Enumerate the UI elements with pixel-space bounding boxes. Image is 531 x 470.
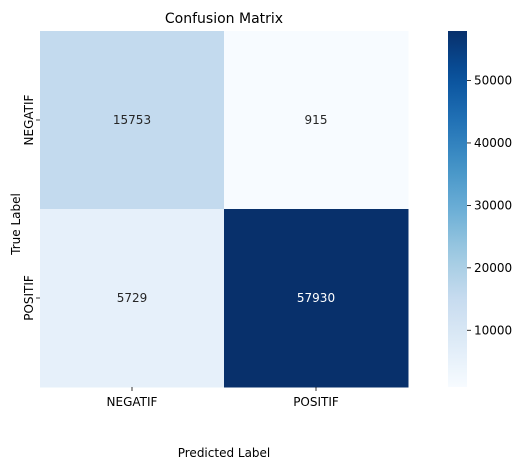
x-axis-ticks: NEGATIF POSITIF	[107, 387, 339, 409]
colorbar-tick-label: 40000	[474, 136, 512, 150]
heatmap-cell	[40, 209, 225, 388]
chart-title: Confusion Matrix	[165, 11, 283, 27]
colorbar-tick-label: 50000	[474, 74, 512, 88]
colorbar-tick-label: 10000	[474, 323, 512, 337]
x-tick-label: POSITIF	[293, 395, 339, 409]
cell-value-label: 15753	[113, 113, 151, 127]
heatmap-cell	[224, 209, 409, 388]
colorbar-ticks: 10000 20000 30000 40000 50000	[467, 74, 512, 337]
y-axis-ticks: NEGATIF POSITIF	[22, 94, 40, 321]
y-tick-label: NEGATIF	[22, 94, 36, 145]
x-axis-label: Predicted Label	[178, 446, 271, 460]
heatmap-cell	[40, 31, 225, 210]
y-axis-label: True Label	[9, 193, 23, 256]
colorbar-tick-label: 20000	[474, 261, 512, 275]
y-tick-label: POSITIF	[22, 275, 36, 321]
cell-value-label: 57930	[297, 291, 335, 305]
colorbar-tick-label: 30000	[474, 198, 512, 212]
heatmap-cell-labels: 15753 915 5729 57930	[113, 113, 335, 305]
x-tick-label: NEGATIF	[107, 395, 158, 409]
heatmap-cells	[40, 31, 409, 388]
cell-value-label: 915	[305, 113, 328, 127]
heatmap-cell	[224, 31, 409, 210]
cell-value-label: 5729	[117, 291, 148, 305]
colorbar	[448, 31, 467, 387]
